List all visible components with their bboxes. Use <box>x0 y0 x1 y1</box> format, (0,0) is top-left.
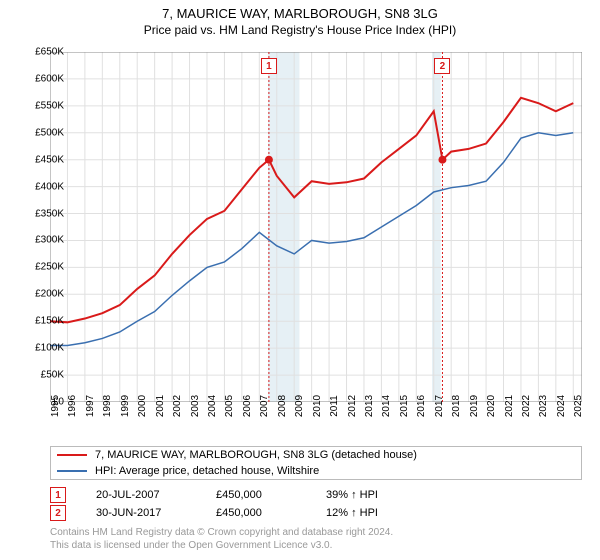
y-tick-label: £100K <box>35 343 64 354</box>
sale-date: 30-JUN-2017 <box>96 507 216 519</box>
x-tick-label: 2005 <box>224 395 235 417</box>
y-tick-label: £200K <box>35 289 64 300</box>
x-tick-label: 2010 <box>312 395 323 417</box>
x-tick-label: 2022 <box>521 395 532 417</box>
y-tick-label: £350K <box>35 208 64 219</box>
x-tick-label: 2009 <box>294 395 305 417</box>
x-tick-label: 2015 <box>399 395 410 417</box>
x-tick-label: 2003 <box>190 395 201 417</box>
x-tick-label: 2018 <box>451 395 462 417</box>
x-tick-label: 2024 <box>556 395 567 417</box>
sale-marker-2: 2 <box>50 505 66 521</box>
x-tick-label: 1995 <box>50 395 61 417</box>
footnote: Contains HM Land Registry data © Crown c… <box>50 526 393 552</box>
legend-swatch-property <box>57 454 87 456</box>
x-tick-label: 2013 <box>364 395 375 417</box>
sale-price: £450,000 <box>216 507 326 519</box>
x-tick-label: 2021 <box>504 395 515 417</box>
sale-marker-1: 1 <box>50 487 66 503</box>
sales-row: 2 30-JUN-2017 £450,000 12% ↑ HPI <box>50 504 466 522</box>
x-tick-label: 2019 <box>469 395 480 417</box>
x-tick-label: 1996 <box>67 395 78 417</box>
sale-date: 20-JUL-2007 <box>96 489 216 501</box>
x-tick-label: 1997 <box>85 395 96 417</box>
x-tick-label: 2007 <box>259 395 270 417</box>
legend: 7, MAURICE WAY, MARLBOROUGH, SN8 3LG (de… <box>50 446 582 480</box>
y-tick-label: £300K <box>35 235 64 246</box>
legend-label-property: 7, MAURICE WAY, MARLBOROUGH, SN8 3LG (de… <box>95 449 417 461</box>
chart-sale-marker: 2 <box>434 58 450 74</box>
y-tick-label: £50K <box>41 370 64 381</box>
y-tick-label: £400K <box>35 181 64 192</box>
x-tick-label: 2006 <box>242 395 253 417</box>
x-tick-label: 2025 <box>573 395 584 417</box>
y-tick-label: £500K <box>35 127 64 138</box>
chart-svg <box>50 52 582 402</box>
x-tick-label: 2020 <box>486 395 497 417</box>
x-tick-label: 2012 <box>347 395 358 417</box>
y-tick-label: £150K <box>35 316 64 327</box>
legend-swatch-hpi <box>57 470 87 472</box>
x-tick-label: 2011 <box>329 395 340 417</box>
x-tick-label: 2016 <box>416 395 427 417</box>
y-tick-label: £450K <box>35 154 64 165</box>
sale-pct: 39% ↑ HPI <box>326 489 466 501</box>
x-tick-label: 1999 <box>120 395 131 417</box>
footnote-line-1: Contains HM Land Registry data © Crown c… <box>50 526 393 539</box>
x-tick-label: 2023 <box>538 395 549 417</box>
sale-pct: 12% ↑ HPI <box>326 507 466 519</box>
chart-sale-marker: 1 <box>261 58 277 74</box>
sale-price: £450,000 <box>216 489 326 501</box>
chart-plot-area <box>50 52 582 402</box>
sales-row: 1 20-JUL-2007 £450,000 39% ↑ HPI <box>50 486 466 504</box>
y-tick-label: £650K <box>35 47 64 58</box>
x-tick-label: 2017 <box>434 395 445 417</box>
x-tick-label: 1998 <box>102 395 113 417</box>
legend-item-property: 7, MAURICE WAY, MARLBOROUGH, SN8 3LG (de… <box>51 447 581 463</box>
chart-container: 7, MAURICE WAY, MARLBOROUGH, SN8 3LG Pri… <box>0 0 600 560</box>
x-tick-label: 2014 <box>381 395 392 417</box>
sales-table: 1 20-JUL-2007 £450,000 39% ↑ HPI 2 30-JU… <box>50 486 466 522</box>
legend-item-hpi: HPI: Average price, detached house, Wilt… <box>51 463 581 479</box>
x-tick-label: 2000 <box>137 395 148 417</box>
y-tick-label: £250K <box>35 262 64 273</box>
y-tick-label: £550K <box>35 100 64 111</box>
x-tick-label: 2002 <box>172 395 183 417</box>
y-tick-label: £600K <box>35 73 64 84</box>
x-tick-label: 2008 <box>277 395 288 417</box>
chart-title: 7, MAURICE WAY, MARLBOROUGH, SN8 3LG <box>0 0 600 21</box>
x-tick-label: 2001 <box>155 395 166 417</box>
footnote-line-2: This data is licensed under the Open Gov… <box>50 539 393 552</box>
chart-subtitle: Price paid vs. HM Land Registry's House … <box>0 21 600 37</box>
x-tick-label: 2004 <box>207 395 218 417</box>
legend-label-hpi: HPI: Average price, detached house, Wilt… <box>95 465 319 477</box>
